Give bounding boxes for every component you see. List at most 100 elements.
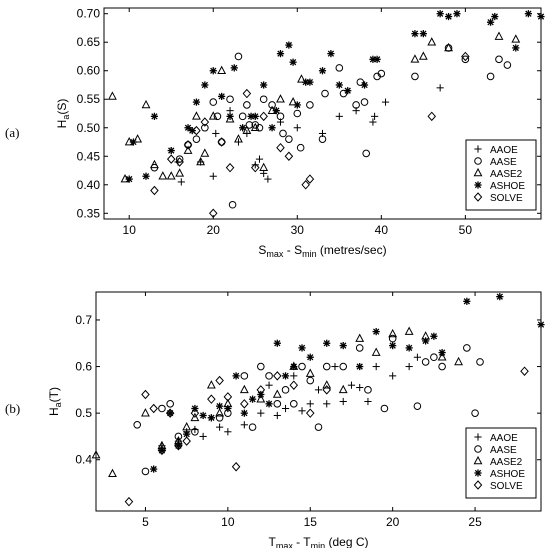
data-point-ashoe — [216, 402, 224, 410]
data-point-ashoe — [389, 341, 397, 350]
data-point-solve — [149, 403, 158, 414]
data-point-solve — [165, 408, 175, 418]
data-point-aase — [364, 386, 372, 394]
data-point-solve — [250, 162, 260, 173]
data-point-aase — [495, 55, 503, 64]
data-point-aaoe — [293, 124, 301, 132]
legend-marker-aase — [474, 445, 482, 453]
data-point-solve — [322, 385, 332, 395]
data-point-ashoe — [150, 465, 158, 473]
data-point-solve — [207, 394, 216, 404]
data-point-ashoe — [240, 409, 248, 417]
data-point-ashoe — [430, 332, 438, 340]
data-point-solve — [175, 157, 184, 167]
data-point-aaoe — [251, 161, 259, 169]
data-point-aase — [192, 135, 201, 143]
legend-marker-aaoe — [474, 433, 482, 441]
x-tick-label: 20 — [386, 515, 400, 529]
data-point-aase2 — [250, 122, 260, 132]
data-point-aase2 — [256, 394, 266, 403]
data-point-ashoe — [268, 124, 276, 132]
data-point-aase2 — [427, 37, 437, 46]
x-tick-label: 25 — [468, 515, 482, 529]
x-axis-label: Tmax - Tmin (deg C) — [268, 535, 368, 548]
data-point-solve — [182, 436, 191, 446]
data-point-ashoe — [209, 67, 217, 75]
data-point-ashoe — [463, 297, 471, 305]
data-point-ashoe — [201, 81, 209, 89]
data-point-aase — [503, 61, 512, 69]
data-point-aase2 — [175, 168, 185, 177]
data-point-solve — [256, 385, 266, 395]
data-point-aase — [201, 123, 209, 132]
series-ashoe — [125, 10, 545, 183]
data-point-ashoe — [335, 81, 343, 89]
data-point-aase2 — [454, 356, 464, 366]
x-tick-label: 10 — [221, 515, 235, 529]
data-point-aaoe — [257, 409, 265, 417]
y-axis-label-part: (T) — [47, 387, 61, 402]
data-point-aaoe — [265, 381, 273, 389]
x-axis-label-part: T — [268, 535, 276, 548]
data-point-ashoe — [298, 344, 306, 352]
data-point-aase — [355, 344, 364, 352]
data-point-aase — [322, 362, 331, 371]
data-point-aase — [279, 129, 287, 138]
data-point-ashoe — [486, 18, 495, 26]
data-point-ashoe — [158, 446, 166, 455]
data-point-aase2 — [206, 380, 216, 389]
data-point-aaoe — [364, 397, 372, 406]
x-tick-label: 15 — [304, 515, 318, 529]
data-point-ashoe — [251, 112, 259, 120]
y-tick-label: 0.70 — [77, 7, 101, 21]
data-point-ashoe — [453, 10, 461, 18]
data-point-aaoe — [436, 84, 444, 92]
data-point-aase — [377, 69, 386, 78]
panel-label: (a) — [5, 125, 19, 140]
data-point-aase — [273, 400, 282, 408]
x-tick-label: 40 — [375, 223, 389, 237]
data-point-ashoe — [405, 344, 413, 352]
legend-entry-aase: AASE — [490, 157, 517, 168]
data-point-aase2 — [141, 99, 151, 109]
data-point-ashoe — [327, 50, 335, 58]
data-point-ashoe — [524, 10, 532, 18]
y-tick-label: 0.4 — [75, 453, 92, 467]
legend-entry-aaoe: AAOE — [490, 145, 518, 156]
data-point-solve — [305, 408, 315, 418]
data-point-aaoe — [381, 98, 390, 106]
data-point-aase2 — [288, 97, 298, 106]
y-tick-label: 0.40 — [77, 178, 101, 192]
data-point-ashoe — [167, 146, 175, 155]
x-axis-label-part: S — [258, 243, 266, 257]
data-point-aase2 — [444, 42, 453, 52]
data-point-solve — [240, 399, 249, 409]
data-point-solve — [208, 208, 218, 219]
data-point-solve — [223, 392, 233, 402]
data-point-aase — [265, 372, 273, 380]
data-point-aase2 — [418, 51, 428, 60]
data-point-aase — [259, 95, 268, 104]
data-point-aase2 — [388, 328, 398, 338]
y-tick-label: 0.35 — [77, 206, 101, 220]
data-point-aase — [245, 121, 254, 129]
data-point-solve — [183, 140, 193, 150]
data-point-aase2 — [215, 408, 225, 417]
data-point-aase2 — [234, 134, 243, 143]
data-point-aaoe — [177, 178, 185, 186]
data-point-ashoe — [293, 101, 301, 109]
data-point-ashoe — [230, 64, 238, 72]
data-point-aase — [175, 155, 184, 163]
data-point-ashoe — [166, 409, 174, 417]
data-point-aase — [411, 72, 419, 81]
data-point-ashoe — [339, 341, 347, 350]
x-tick-label: 10 — [123, 223, 137, 237]
legend-marker-ashoe — [474, 469, 482, 477]
data-point-aase — [238, 112, 247, 121]
data-point-aaoe — [273, 411, 281, 420]
data-point-ashoe — [318, 67, 327, 75]
x-axis-label-part: min — [302, 249, 317, 259]
data-point-aase2 — [305, 368, 315, 377]
y-tick-label: 0.45 — [77, 149, 101, 163]
